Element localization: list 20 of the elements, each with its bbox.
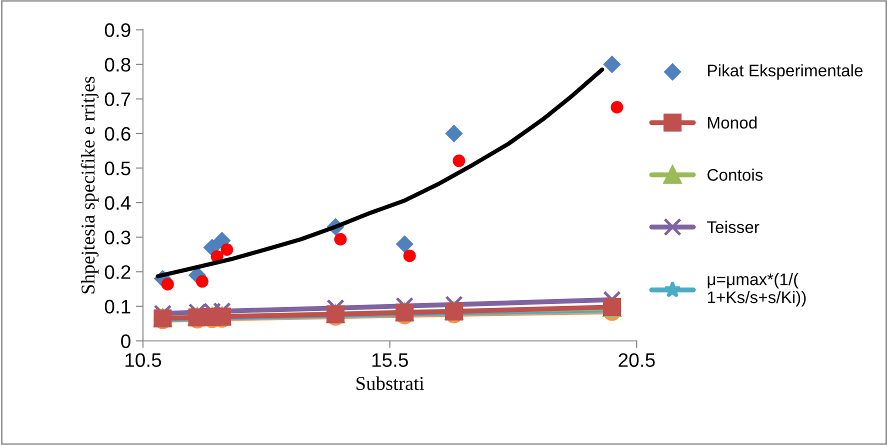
y-tick-label: 0.5 (104, 162, 130, 176)
legend-label: Pikat Eksperimentale (708, 64, 863, 80)
legend-label: Monod (708, 116, 757, 129)
x-tick-label: 10.5 (126, 353, 162, 367)
legend-label: Contois (708, 168, 763, 181)
y-tick-label: 0.1 (104, 300, 130, 314)
y-tick-label: 0.4 (104, 196, 131, 210)
y-tick-label: 0.3 (104, 230, 130, 244)
y-tick-label: 0.9 (104, 23, 130, 38)
y-tick-label: 0.6 (104, 126, 130, 141)
y-axis-title: Shpejtesia specifike e rritjes (80, 76, 99, 294)
x-tick-label: 15.5 (372, 353, 408, 367)
legend-label: μ=μmax*(1/( 1+Ks/s+s/Ki)) (708, 273, 806, 306)
y-tick-label: 0.2 (104, 265, 130, 279)
x-tick-label: 20.5 (618, 353, 655, 367)
y-tick-label: 0.7 (104, 92, 130, 106)
x-axis-title: Substrati (356, 376, 424, 390)
y-tick-label: 0 (121, 334, 130, 348)
legend-label: Teisser (707, 220, 760, 234)
y-tick-label: 0.8 (104, 58, 130, 72)
